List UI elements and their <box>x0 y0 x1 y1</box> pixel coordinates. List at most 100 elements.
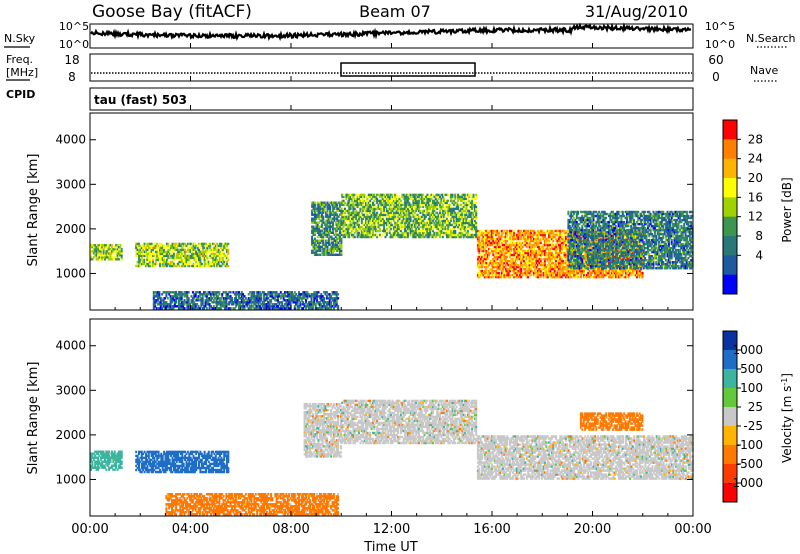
scatter-cell <box>539 263 542 267</box>
scatter-cell <box>323 223 326 226</box>
scatter-cell <box>444 233 447 237</box>
scatter-cell <box>390 233 393 237</box>
scatter-cell <box>523 241 525 245</box>
scatter-cell <box>329 247 332 251</box>
scatter-cell <box>173 299 176 302</box>
scatter-cell <box>189 244 192 248</box>
scatter-cell <box>179 258 182 262</box>
scatter-cell <box>541 251 544 255</box>
scatter-cell <box>341 217 344 221</box>
scatter-cell <box>395 197 398 201</box>
scatter-cell <box>181 248 184 252</box>
scatter-cell <box>334 211 337 214</box>
scatter-cell <box>196 262 199 266</box>
scatter-cell <box>355 211 358 215</box>
scatter-cell <box>437 223 440 227</box>
scatter-cell <box>563 255 566 259</box>
scatter-cell <box>404 223 407 227</box>
scatter-cell <box>351 229 353 233</box>
scatter-cell <box>504 263 507 267</box>
scatter-cell <box>376 229 379 233</box>
scatter-cell <box>360 211 363 215</box>
scatter-cell <box>566 247 569 251</box>
scatter-cell <box>318 215 321 218</box>
scatter-cell <box>511 241 514 245</box>
scatter-cell <box>115 244 118 247</box>
scatter-cell <box>398 235 401 239</box>
scatter-cell <box>322 201 325 204</box>
scatter-cell <box>436 217 439 221</box>
scatter-cell <box>385 199 388 203</box>
scatter-cell <box>198 256 200 260</box>
scatter-cell <box>288 307 291 310</box>
scatter-cell <box>327 229 330 233</box>
scatter-cell <box>356 219 359 223</box>
scatter-cell <box>485 229 488 233</box>
scatter-cell <box>500 233 503 237</box>
scatter-cell <box>395 221 398 225</box>
scatter-cell <box>195 256 198 260</box>
scatter-cell <box>471 219 474 223</box>
scatter-cell <box>495 259 498 263</box>
scatter-cell <box>203 307 206 310</box>
scatter-cell <box>339 253 341 257</box>
scatter-cell <box>441 231 444 235</box>
scatter-cell <box>430 219 433 223</box>
scatter-cell <box>179 297 182 300</box>
scatter-cell <box>390 193 393 197</box>
scatter-cell <box>367 235 370 239</box>
scatter-cell <box>388 205 391 209</box>
scatter-cell <box>187 303 190 306</box>
scatter-cell <box>423 229 426 233</box>
scatter-cell <box>548 243 551 247</box>
scatter-cell <box>320 297 323 300</box>
scatter-cell <box>316 247 319 251</box>
scatter-cell <box>549 265 552 269</box>
scatter-cell <box>365 207 367 211</box>
scatter-cell <box>557 237 560 241</box>
scatter-cell <box>397 207 400 211</box>
scatter-cell <box>149 254 152 258</box>
scatter-cell <box>581 271 584 275</box>
scatter-cell <box>492 249 495 253</box>
scatter-cell <box>504 251 507 255</box>
scatter-cell <box>383 207 386 211</box>
scatter-cell <box>552 253 555 257</box>
scatter-cell <box>475 227 478 231</box>
scatter-cell <box>215 305 218 308</box>
scatter-cell <box>471 227 474 231</box>
scatter-cell <box>430 217 433 221</box>
scatter-cell <box>381 207 384 211</box>
scatter-cell <box>198 299 201 302</box>
scatter-cell <box>413 199 416 203</box>
scatter-cell <box>397 209 400 213</box>
scatter-cell <box>383 193 386 197</box>
scatter-cell <box>482 259 485 263</box>
scatter-cell <box>539 251 542 255</box>
scatter-cell <box>249 305 252 308</box>
scatter-cell <box>461 223 464 227</box>
scatter-cell <box>179 299 182 302</box>
scatter-cell <box>362 215 365 219</box>
scatter-cell <box>444 207 447 211</box>
scatter-cell <box>481 241 484 245</box>
scatter-cell <box>145 252 147 256</box>
scatter-cell <box>180 299 183 302</box>
scatter-cell <box>471 221 474 225</box>
scatter-cell <box>153 252 156 256</box>
scatter-cell <box>293 299 296 302</box>
scatter-cell <box>545 269 548 273</box>
scatter-cell <box>452 211 455 215</box>
scatter-cell <box>305 291 307 294</box>
scatter-cell <box>489 229 492 233</box>
scatter-cell <box>305 301 307 304</box>
scatter-cell <box>323 291 326 294</box>
freq-tick-low: 8 <box>68 70 76 84</box>
scatter-cell <box>468 219 471 223</box>
scatter-cell <box>432 205 434 209</box>
scatter-cell <box>342 233 345 237</box>
scatter-cell <box>556 255 559 259</box>
scatter-cell <box>155 307 158 310</box>
scatter-cell <box>275 307 278 310</box>
scatter-cell <box>186 305 189 308</box>
